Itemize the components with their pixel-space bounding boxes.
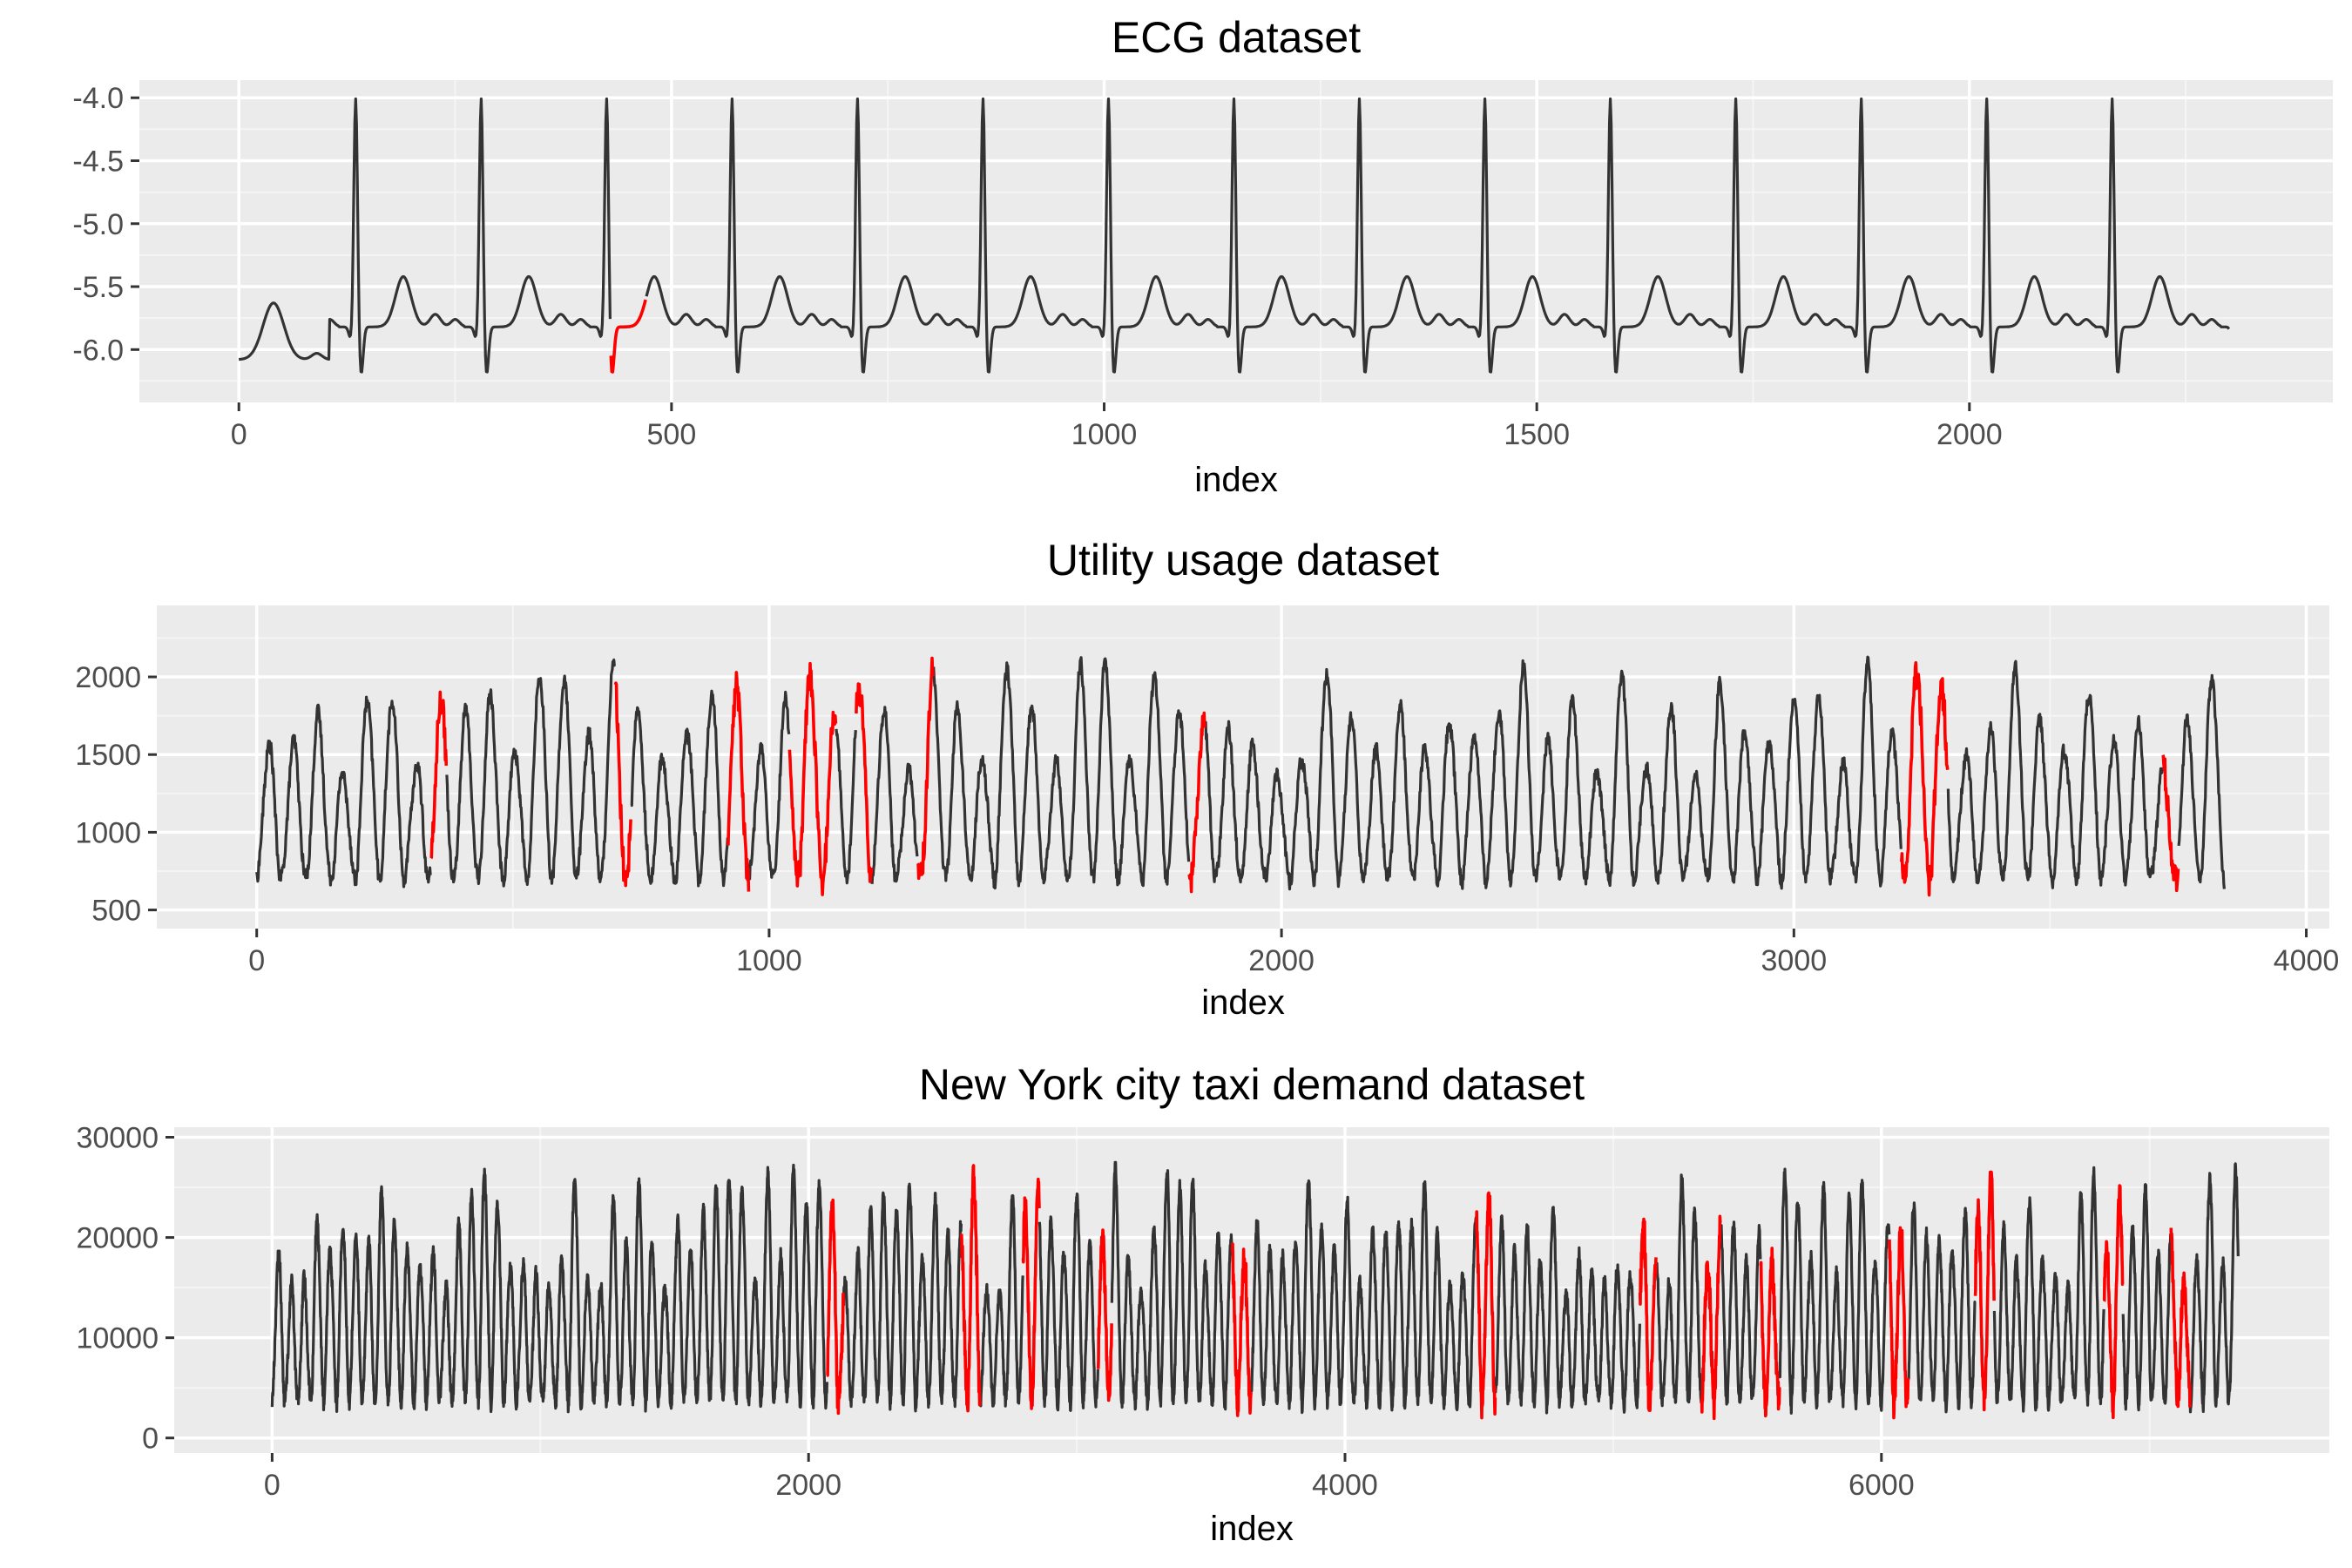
chart-title: New York city taxi demand dataset	[919, 1060, 1585, 1109]
x-axis-label: index	[1201, 983, 1285, 1022]
y-tick-label: -5.0	[72, 208, 124, 241]
chart-title: Utility usage dataset	[1047, 536, 1439, 585]
x-tick-label: 1000	[736, 944, 802, 977]
y-tick-label: -6.0	[72, 334, 124, 367]
x-axis-label: index	[1210, 1510, 1294, 1548]
x-tick-label: 2000	[775, 1469, 841, 1502]
x-tick-label: 500	[647, 418, 697, 451]
y-tick-label: 10000	[76, 1322, 159, 1355]
y-tick-label: -4.0	[72, 82, 124, 115]
series-line-normal	[270, 1160, 2240, 1415]
y-tick-label: -4.5	[72, 145, 124, 179]
series-line-anomaly	[826, 1164, 2192, 1421]
y-tick-label: 0	[142, 1423, 159, 1456]
x-tick-label: 4000	[1312, 1469, 1378, 1502]
x-tick-label: 0	[248, 944, 265, 977]
chart-ecg: ECG dataset index 0 500 1000 1500 2000 -4.0 -4…	[72, 13, 2333, 499]
x-tick-label: 1000	[1071, 418, 1138, 451]
chart-utility-usage: Utility usage dataset index 0 1000 2000 300…	[75, 536, 2339, 1022]
y-tick-label: -5.5	[72, 271, 124, 304]
y-tick-label: 2000	[75, 661, 141, 694]
x-tick-label: 3000	[1761, 944, 1828, 977]
x-tick-label: 0	[264, 1469, 280, 1502]
series-line-anomaly	[429, 656, 2180, 897]
y-tick-label: 30000	[76, 1122, 159, 1155]
x-tick-label: 2000	[1936, 418, 2003, 451]
x-axis-label: index	[1194, 461, 1278, 499]
series-line-normal	[255, 655, 2226, 891]
x-tick-label: 4000	[2274, 944, 2340, 977]
x-tick-label: 1500	[1504, 418, 1570, 451]
chart-title: ECG dataset	[1112, 13, 1361, 62]
y-tick-label: 20000	[76, 1222, 159, 1255]
y-tick-label: 1500	[75, 739, 141, 772]
series-line-normal	[238, 97, 2231, 374]
series-line-anomaly	[609, 299, 647, 374]
x-tick-label: 0	[231, 418, 247, 451]
chart-nyc-taxi-demand: New York city taxi demand dataset index …	[76, 1060, 2329, 1548]
x-tick-label: 2000	[1248, 944, 1315, 977]
y-tick-label: 500	[91, 895, 141, 928]
x-tick-label: 6000	[1848, 1469, 1915, 1502]
y-tick-label: 1000	[75, 816, 141, 849]
